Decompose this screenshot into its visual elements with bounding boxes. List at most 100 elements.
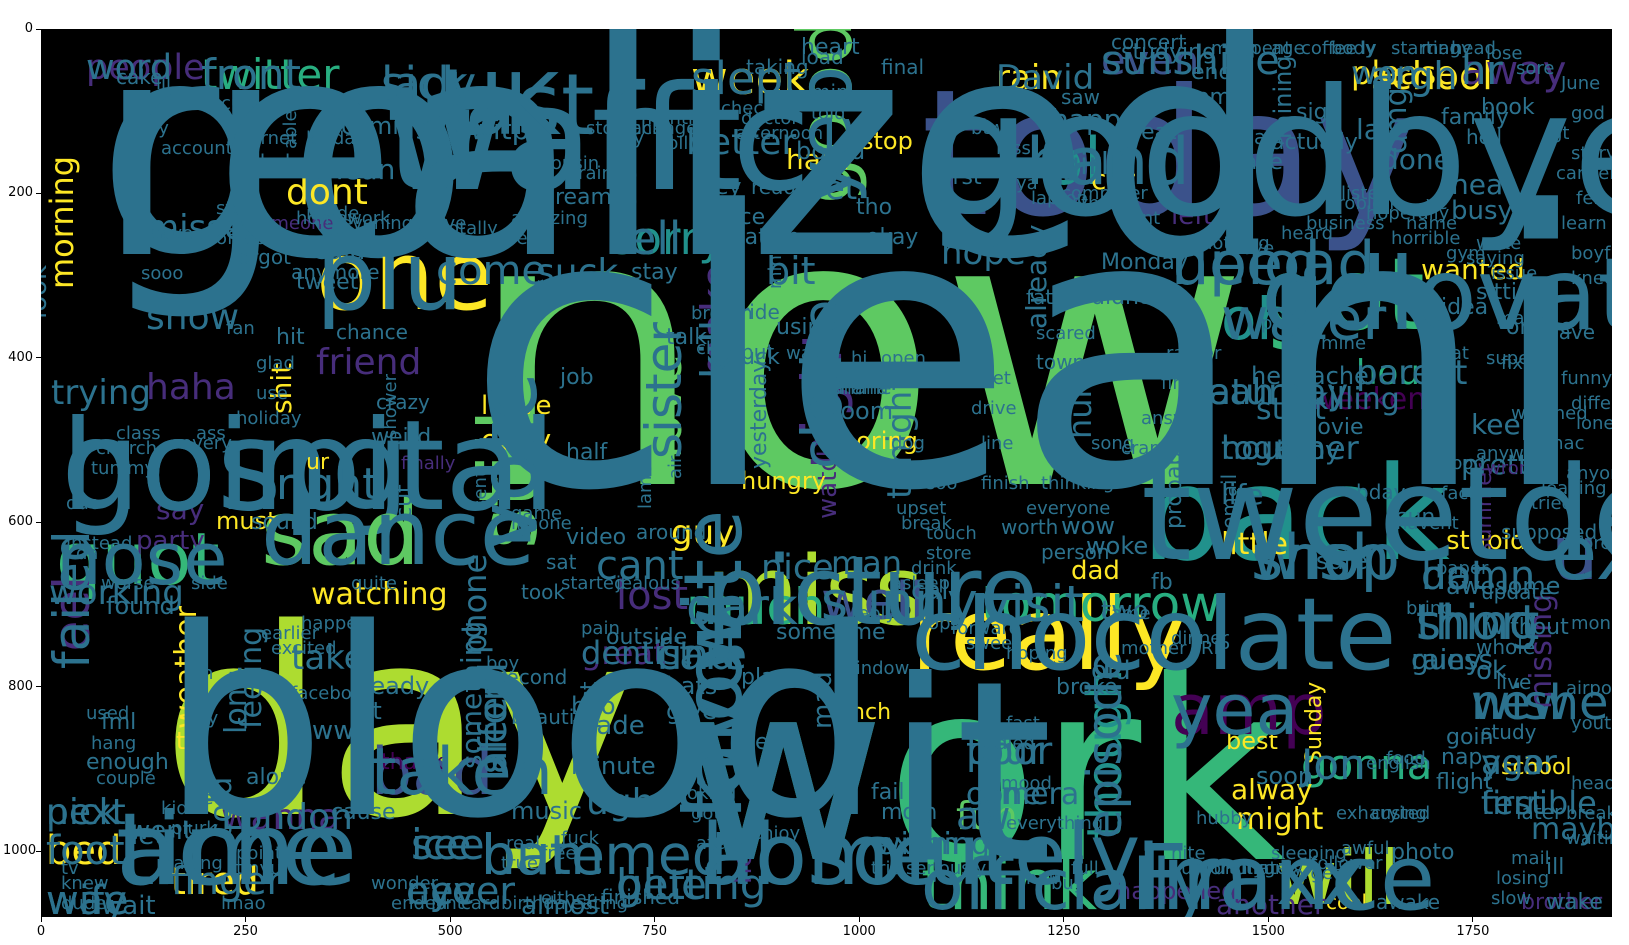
word: city — [1231, 858, 1264, 879]
word: tweetdeck — [1141, 438, 1612, 590]
word: come — [436, 248, 546, 294]
word: drink — [911, 558, 957, 579]
word: music — [511, 797, 582, 825]
word: final — [881, 55, 924, 79]
word: girl — [1061, 147, 1109, 182]
word: plu — [316, 222, 463, 332]
word: car — [1091, 163, 1136, 196]
word: move — [416, 213, 466, 234]
word: homework — [296, 208, 391, 229]
word: UK — [441, 56, 561, 155]
word: head — [1451, 38, 1496, 59]
word: awesome — [1446, 572, 1560, 600]
word: see — [411, 820, 485, 869]
word: care — [656, 630, 747, 679]
word: hear — [1451, 168, 1515, 201]
word: short — [1416, 595, 1539, 651]
word: week — [691, 52, 809, 105]
word: ready — [361, 672, 429, 700]
word: tweet — [296, 270, 359, 295]
word: post — [577, 681, 602, 729]
word: xx — [1276, 834, 1365, 917]
word: hoping — [1006, 643, 1068, 664]
word: update — [1481, 580, 1551, 604]
word: June — [1560, 73, 1600, 94]
word: name — [1406, 213, 1457, 234]
word: haha — [146, 367, 236, 408]
word: min — [811, 80, 849, 104]
word: business — [1306, 213, 1384, 234]
word: load — [801, 45, 844, 69]
word: one — [316, 222, 493, 332]
word: person — [1041, 540, 1110, 564]
word: lose — [1486, 43, 1522, 64]
word: bday — [1356, 480, 1406, 504]
word: blue — [616, 860, 707, 909]
word: dead — [741, 730, 796, 755]
word: busy — [1451, 196, 1513, 226]
word: gym — [1446, 243, 1486, 264]
word: cuz — [996, 158, 1027, 179]
word: nothing — [1201, 233, 1270, 254]
word: still — [462, 409, 555, 549]
word: slept — [691, 52, 801, 105]
word: tour — [966, 729, 1044, 773]
word: mother — [1121, 638, 1187, 659]
word: couple — [96, 768, 156, 789]
word: heading — [1571, 773, 1612, 794]
x-tick-label: 1500 — [1251, 924, 1285, 939]
word: back — [1141, 438, 1450, 590]
word: already — [1020, 224, 1053, 329]
x-tick-label: 1750 — [1456, 924, 1490, 939]
word: window — [841, 658, 909, 679]
word: lonely — [1576, 413, 1612, 434]
word: wrong — [1486, 458, 1542, 479]
word: anyone — [1566, 463, 1612, 484]
word: town — [1036, 350, 1085, 374]
word: sure — [1316, 547, 1368, 575]
word: thinking — [1041, 473, 1114, 494]
word: gt — [1551, 123, 1569, 144]
word: beautiful — [511, 705, 600, 729]
word: birthday — [501, 893, 577, 914]
word: waiting — [1566, 828, 1612, 849]
word: plurk — [171, 818, 217, 839]
word: way — [46, 878, 127, 917]
word: finish — [981, 473, 1030, 494]
word: cute — [221, 93, 260, 114]
word: u — [1551, 509, 1599, 597]
word: work — [681, 627, 1286, 917]
word: go — [96, 29, 470, 325]
word: minute — [571, 752, 656, 780]
word: least — [1236, 125, 1285, 149]
word: little — [1221, 527, 1288, 562]
word: cause — [331, 800, 396, 825]
word: yesterday — [747, 360, 772, 469]
word: shower — [380, 373, 401, 439]
word: afford — [471, 662, 515, 774]
word: next — [46, 792, 126, 833]
word: finally — [401, 453, 456, 474]
word: yep — [781, 66, 869, 204]
word: hubby — [1196, 808, 1253, 829]
y-tick-label: 800 — [8, 678, 33, 694]
word: stupid — [1446, 526, 1526, 556]
word: today — [921, 53, 1419, 256]
word: guy — [671, 513, 734, 553]
word: bit — [766, 249, 816, 293]
x-tick-label: 1250 — [1047, 924, 1081, 939]
word: asleep — [891, 573, 950, 594]
word: clothe — [790, 300, 854, 469]
word: ye — [1426, 193, 1448, 214]
word: father — [1026, 285, 1087, 309]
word: ache — [116, 791, 357, 908]
word: starting — [1391, 38, 1461, 59]
word: brother — [1521, 890, 1603, 915]
word: killing — [1311, 382, 1400, 417]
word: though — [1077, 669, 1133, 839]
word: early — [481, 423, 551, 456]
word: office — [216, 228, 265, 249]
word: crying — [1371, 803, 1427, 824]
word: without — [1486, 615, 1569, 640]
word: tummy — [91, 458, 156, 479]
